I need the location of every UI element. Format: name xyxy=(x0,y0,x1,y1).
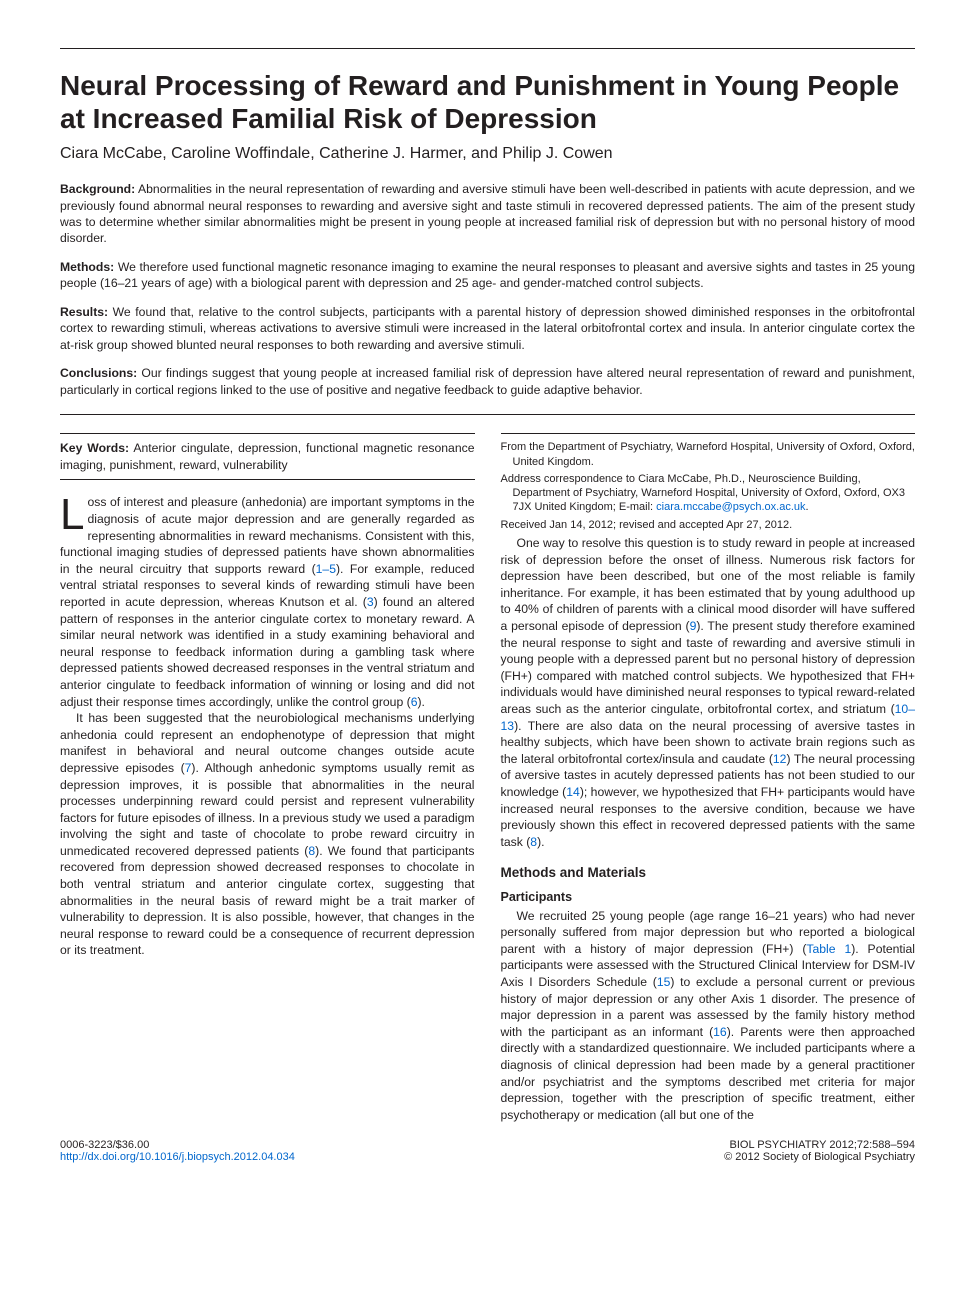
page-footer: 0006-3223/$36.00 http://dx.doi.org/10.10… xyxy=(60,1139,915,1163)
intro-paragraph-3: One way to resolve this question is to s… xyxy=(501,535,916,850)
footer-left: 0006-3223/$36.00 http://dx.doi.org/10.10… xyxy=(60,1139,295,1163)
abstract-conclusions: Conclusions: Our findings suggest that y… xyxy=(60,365,915,398)
ref-link[interactable]: 12 xyxy=(773,752,787,766)
p1-text-d: ). xyxy=(417,695,424,709)
methods-text: We therefore used functional magnetic re… xyxy=(60,260,915,290)
participants-heading: Participants xyxy=(501,889,916,906)
conclusions-text: Our findings suggest that young people a… xyxy=(60,366,915,396)
address-text-b: . xyxy=(806,501,809,513)
p2-text-c: ). We found that participants recovered … xyxy=(60,844,475,958)
dropcap: L xyxy=(60,494,87,533)
body-columns: Key Words: Anterior cingulate, depressio… xyxy=(60,433,915,1123)
footnote-address: Address correspondence to Ciara McCabe, … xyxy=(501,472,916,515)
ref-link[interactable]: 15 xyxy=(657,975,671,989)
abstract-bottom-rule xyxy=(60,414,915,415)
background-text: Abnormalities in the neural representati… xyxy=(60,182,915,245)
methods-paragraph-1: We recruited 25 young people (age range … xyxy=(501,908,916,1124)
ref-link[interactable]: 16 xyxy=(713,1025,727,1039)
p3-text-b: ). The present study therefore examined … xyxy=(501,619,916,716)
ref-link[interactable]: 14 xyxy=(566,785,580,799)
background-label: Background: xyxy=(60,182,135,196)
methods-heading: Methods and Materials xyxy=(501,864,916,882)
table-link[interactable]: Table 1 xyxy=(806,942,851,956)
intro-paragraph-2: It has been suggested that the neurobiol… xyxy=(60,710,475,959)
doi-link[interactable]: http://dx.doi.org/10.1016/j.biopsych.201… xyxy=(60,1151,295,1163)
copyright-line: © 2012 Society of Biological Psychiatry xyxy=(724,1151,915,1163)
intro-paragraph-1: Loss of interest and pleasure (anhedonia… xyxy=(60,494,475,710)
journal-citation: BIOL PSYCHIATRY 2012;72:588–594 xyxy=(724,1139,915,1151)
title-top-rule xyxy=(60,48,915,49)
p1-text-c: ) found an altered pattern of responses … xyxy=(60,595,475,709)
results-text: We found that, relative to the control s… xyxy=(60,305,915,352)
article-title: Neural Processing of Reward and Punishme… xyxy=(60,69,915,135)
keywords-label: Key Words: xyxy=(60,441,129,455)
methods-label: Methods: xyxy=(60,260,114,274)
abstract-methods: Methods: We therefore used functional ma… xyxy=(60,259,915,292)
footnote-from: From the Department of Psychiatry, Warne… xyxy=(501,440,916,469)
results-label: Results: xyxy=(60,305,108,319)
footer-right: BIOL PSYCHIATRY 2012;72:588–594 © 2012 S… xyxy=(724,1139,915,1163)
mp1-text-d: ). Parents were then approached directly… xyxy=(501,1025,916,1122)
abstract-background: Background: Abnormalities in the neural … xyxy=(60,181,915,247)
issn-line: 0006-3223/$36.00 xyxy=(60,1139,295,1151)
authors-line: Ciara McCabe, Caroline Woffindale, Cathe… xyxy=(60,145,915,163)
keywords-box: Key Words: Anterior cingulate, depressio… xyxy=(60,433,475,480)
ref-link[interactable]: 1–5 xyxy=(316,562,336,576)
footnote-received: Received Jan 14, 2012; revised and accep… xyxy=(501,518,916,532)
abstract-results: Results: We found that, relative to the … xyxy=(60,304,915,353)
p3-text-f: ). xyxy=(537,835,544,849)
email-link[interactable]: ciara.mccabe@psych.ox.ac.uk xyxy=(656,501,805,513)
ref-link[interactable]: 3 xyxy=(367,595,374,609)
conclusions-label: Conclusions: xyxy=(60,366,137,380)
footnote-block: From the Department of Psychiatry, Warne… xyxy=(501,433,916,532)
